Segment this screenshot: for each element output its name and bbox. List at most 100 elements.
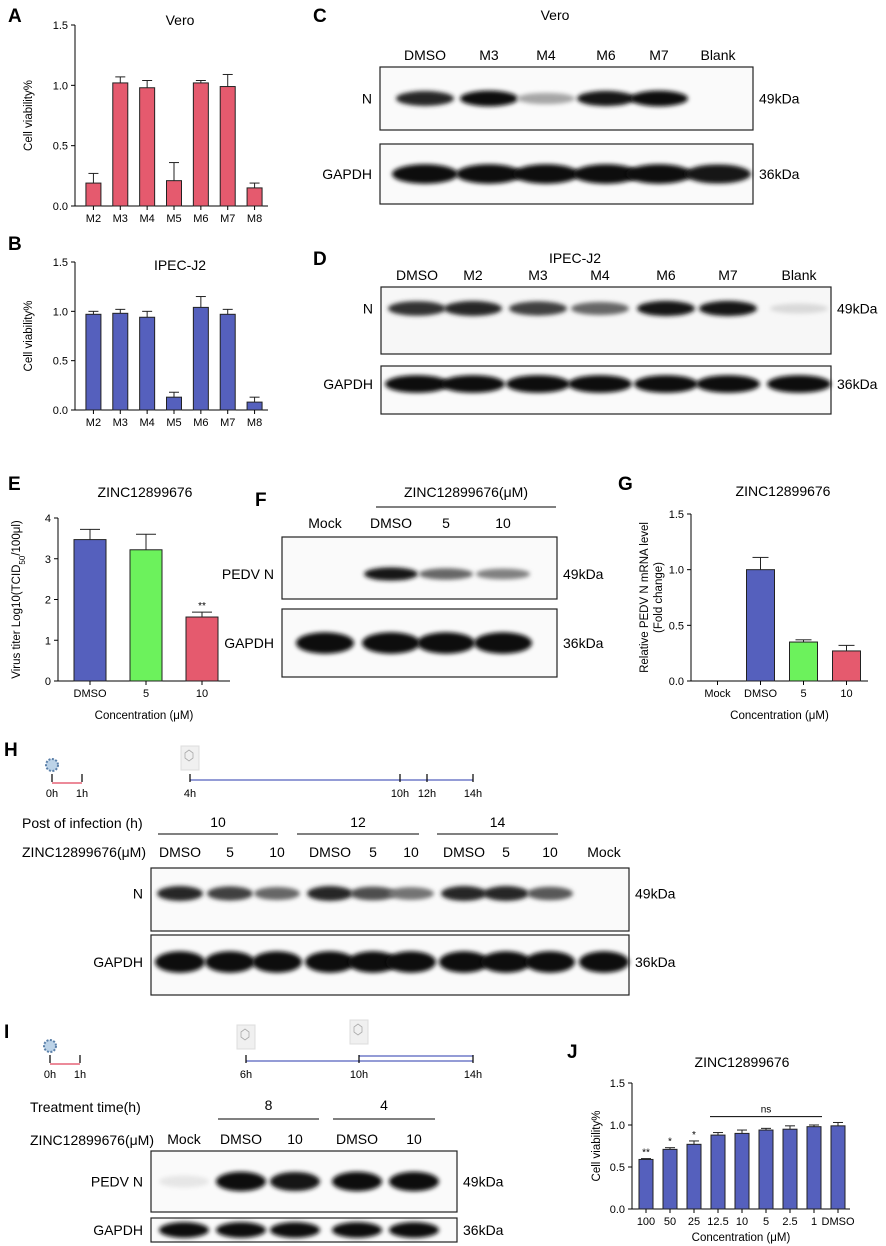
blot-band [252,951,302,973]
lane-label: 10 [495,515,511,531]
time-group-label: 4 [380,1097,388,1113]
y-axis-label: Relative PEDV N mRNA level (Fold change) [639,522,665,673]
y-axis-label-part: /100μl) [11,520,23,556]
blot-box [380,286,832,355]
bar [129,549,163,682]
chart-j-viability: ZINC12899676 0.0 0.5 1.0 1.5 Cell viability% *… [591,1054,855,1244]
y-axis-label: Cell viability% [591,1111,603,1182]
bar [686,1143,702,1210]
x-tick-label: 10 [736,1216,748,1228]
blot-band [476,568,530,580]
blot-band [456,164,522,184]
y-tick-label: 0 [45,676,51,688]
chart-title: Vero [166,12,195,28]
lane-label: M7 [718,267,738,283]
blot-band [362,632,420,654]
y-tick-label: 1.5 [610,1078,625,1090]
chart-title: ZINC12899676 [695,1054,790,1070]
y-tick-label: 0.5 [610,1162,625,1174]
blot-band [481,951,531,973]
blot-band [573,164,639,184]
blot-kda-label: 49kDa [563,566,604,582]
blot-band [571,301,629,316]
y-tick-label: 1.0 [53,306,68,318]
compound-structure-icon [236,1024,256,1050]
blot-title: IPEC-J2 [549,250,601,266]
x-tick-label: M6 [193,417,208,429]
blot-band [296,632,354,654]
timeline-label: 0h [46,788,58,800]
blot-band [417,632,475,654]
x-tick-label: M4 [140,213,155,225]
lane-label: DMSO [159,844,201,860]
blot-band [685,164,751,184]
timeline-label: 10h [391,788,409,800]
blot-kda-label: 36kDa [837,376,878,392]
lane-label: M6 [656,267,676,283]
blot-kda-label: 49kDa [759,91,800,107]
bar [758,1129,774,1210]
blot-kda-label: 36kDa [463,1222,504,1238]
blot-band [626,164,692,184]
blot-band [388,887,434,900]
x-tick-label: M5 [166,417,181,429]
x-tick-label: 5 [800,688,806,700]
lane-label: 5 [502,844,510,860]
x-tick-label: M8 [247,417,262,429]
blot-band [389,1171,439,1192]
bar [219,86,236,207]
y-tick-label: 1.0 [53,80,68,92]
blot-band [441,375,505,393]
y-axis-label: Cell viability% [23,80,35,151]
blot-band [155,951,205,973]
lane-label: Mock [167,1131,201,1147]
x-tick-label: 1 [811,1216,817,1228]
x-tick-label: 10 [196,688,208,700]
lane-label: 5 [226,844,234,860]
blot-h-time-course: 0h 1h 4h 10h 12h 14h Post of infection (h) 10 12… [22,745,676,996]
bar [185,616,219,682]
timeline-label: 6h [240,1069,252,1081]
timeline-label: 12h [418,788,436,800]
y-tick-label: 0.0 [669,676,684,688]
x-axis-label: Concentration (μM) [730,710,829,722]
panel-letter-h: H [4,740,18,761]
lane-label: Blank [781,267,817,283]
blot-band [388,301,446,316]
bar [85,182,102,207]
blot-band [767,375,831,393]
bar [830,1125,846,1210]
timeline-label: 1h [76,788,88,800]
blot-kda-label: 49kDa [463,1174,504,1190]
treatment-header: ZINC12899676(μM) [404,484,528,500]
lane-label: 10 [269,844,285,860]
blot-band [364,567,418,581]
lane-label: 10 [403,844,419,860]
x-tick-label: 100 [637,1216,655,1228]
x-tick-label: M4 [140,417,155,429]
bar [85,313,102,411]
blot-band [699,300,757,317]
blot-band [525,951,575,973]
y-tick-label: 1.5 [53,20,68,32]
lane-label: M4 [536,47,556,63]
row-label-concentration: ZINC12899676(μM) [22,844,146,860]
lane-label: M6 [596,47,616,63]
x-tick-label: 10 [840,688,852,700]
x-tick-label: 12.5 [707,1216,728,1228]
time-group-label: 10 [210,814,226,830]
blot-f-zinc: ZINC12899676(μM) Mock DMSO 5 10 PEDV N 49kDa GA… [222,484,604,678]
y-tick-label: 3 [45,554,51,566]
lane-label: M2 [463,267,483,283]
y-tick-label: 0.0 [53,405,68,417]
blot-band [307,886,353,901]
blot-band [216,1222,266,1238]
y-axis-label-sub: 50 [18,555,27,564]
significance-mark: ** [642,1148,650,1159]
blot-band [205,951,255,973]
blot-band [637,300,695,317]
blot-band [630,90,688,107]
blot-band [474,632,532,654]
